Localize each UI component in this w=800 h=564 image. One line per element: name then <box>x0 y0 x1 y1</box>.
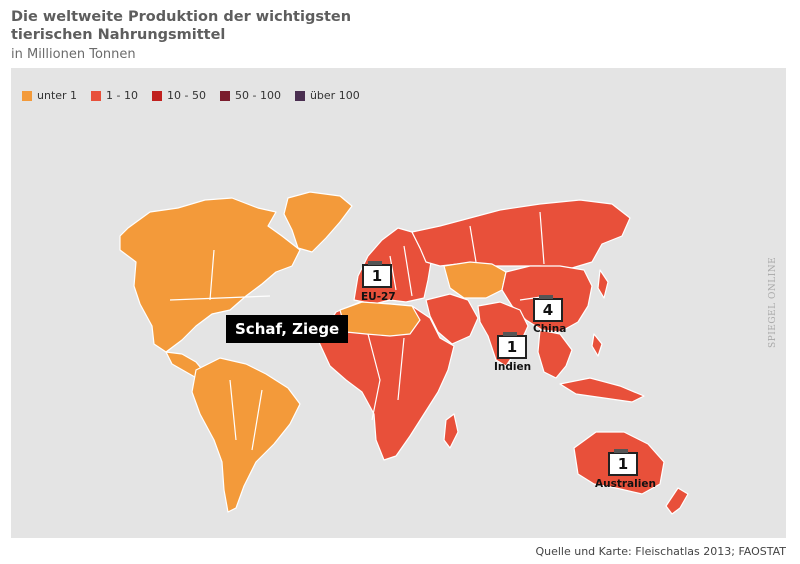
legend-item-50-100: 50 - 100 <box>219 89 281 102</box>
madagascar <box>443 413 459 449</box>
legend-swatch <box>22 90 32 101</box>
chart-subtitle: in Millionen Tonnen <box>11 47 136 62</box>
india-value-badge: 1 <box>497 332 527 359</box>
legend-swatch <box>219 90 230 101</box>
theme-label: Schaf, Ziege <box>226 315 349 343</box>
source-note: Quelle und Karte: Fleischatlas 2013; FAO… <box>535 545 786 558</box>
australia-label: Australien <box>595 478 656 490</box>
india-label: Indien <box>494 361 532 373</box>
eu-value-badge: 1 <box>362 261 392 288</box>
legend-label: über 100 <box>309 89 360 102</box>
legend-swatch <box>91 90 102 101</box>
legend-label: unter 1 <box>37 89 78 102</box>
middle-east <box>425 293 479 345</box>
north-africa <box>339 301 421 337</box>
legend-label: 10 - 50 <box>167 89 206 102</box>
australia-value-badge: 1 <box>608 449 638 476</box>
japan <box>597 269 609 299</box>
legend-item-10-50: 10 - 50 <box>152 89 206 102</box>
chart-title: Die weltweite Produktion der wichtigsten… <box>11 9 352 43</box>
legend: unter 1 1 - 10 10 - 50 50 - 100 über 100 <box>22 89 374 102</box>
north-america <box>119 197 301 353</box>
legend-item-1-10: 1 - 10 <box>91 89 138 102</box>
philippines <box>591 333 603 357</box>
legend-swatch <box>294 90 305 101</box>
legend-label: 1 - 10 <box>106 89 139 102</box>
greenland <box>283 191 353 253</box>
legend-item-over-100: über 100 <box>294 89 360 102</box>
central-asia <box>443 261 507 299</box>
legend-swatch <box>152 90 163 101</box>
eu-label: EU-27 <box>361 291 396 303</box>
china-label: China <box>533 323 567 335</box>
legend-label: 50 - 100 <box>234 89 281 102</box>
china-value-badge: 4 <box>533 295 563 322</box>
new-zealand <box>665 487 689 515</box>
indonesia <box>559 377 645 403</box>
south-america <box>191 357 301 513</box>
southeast-asia <box>537 329 573 379</box>
watermark: SPIEGEL ONLINE <box>768 256 778 348</box>
russia <box>411 199 631 269</box>
legend-item-under-1: unter 1 <box>22 89 77 102</box>
